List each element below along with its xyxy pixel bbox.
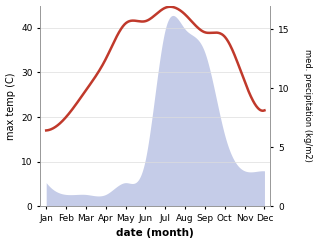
- Y-axis label: max temp (C): max temp (C): [5, 72, 16, 140]
- Y-axis label: med. precipitation (kg/m2): med. precipitation (kg/m2): [303, 50, 313, 162]
- X-axis label: date (month): date (month): [116, 228, 194, 238]
